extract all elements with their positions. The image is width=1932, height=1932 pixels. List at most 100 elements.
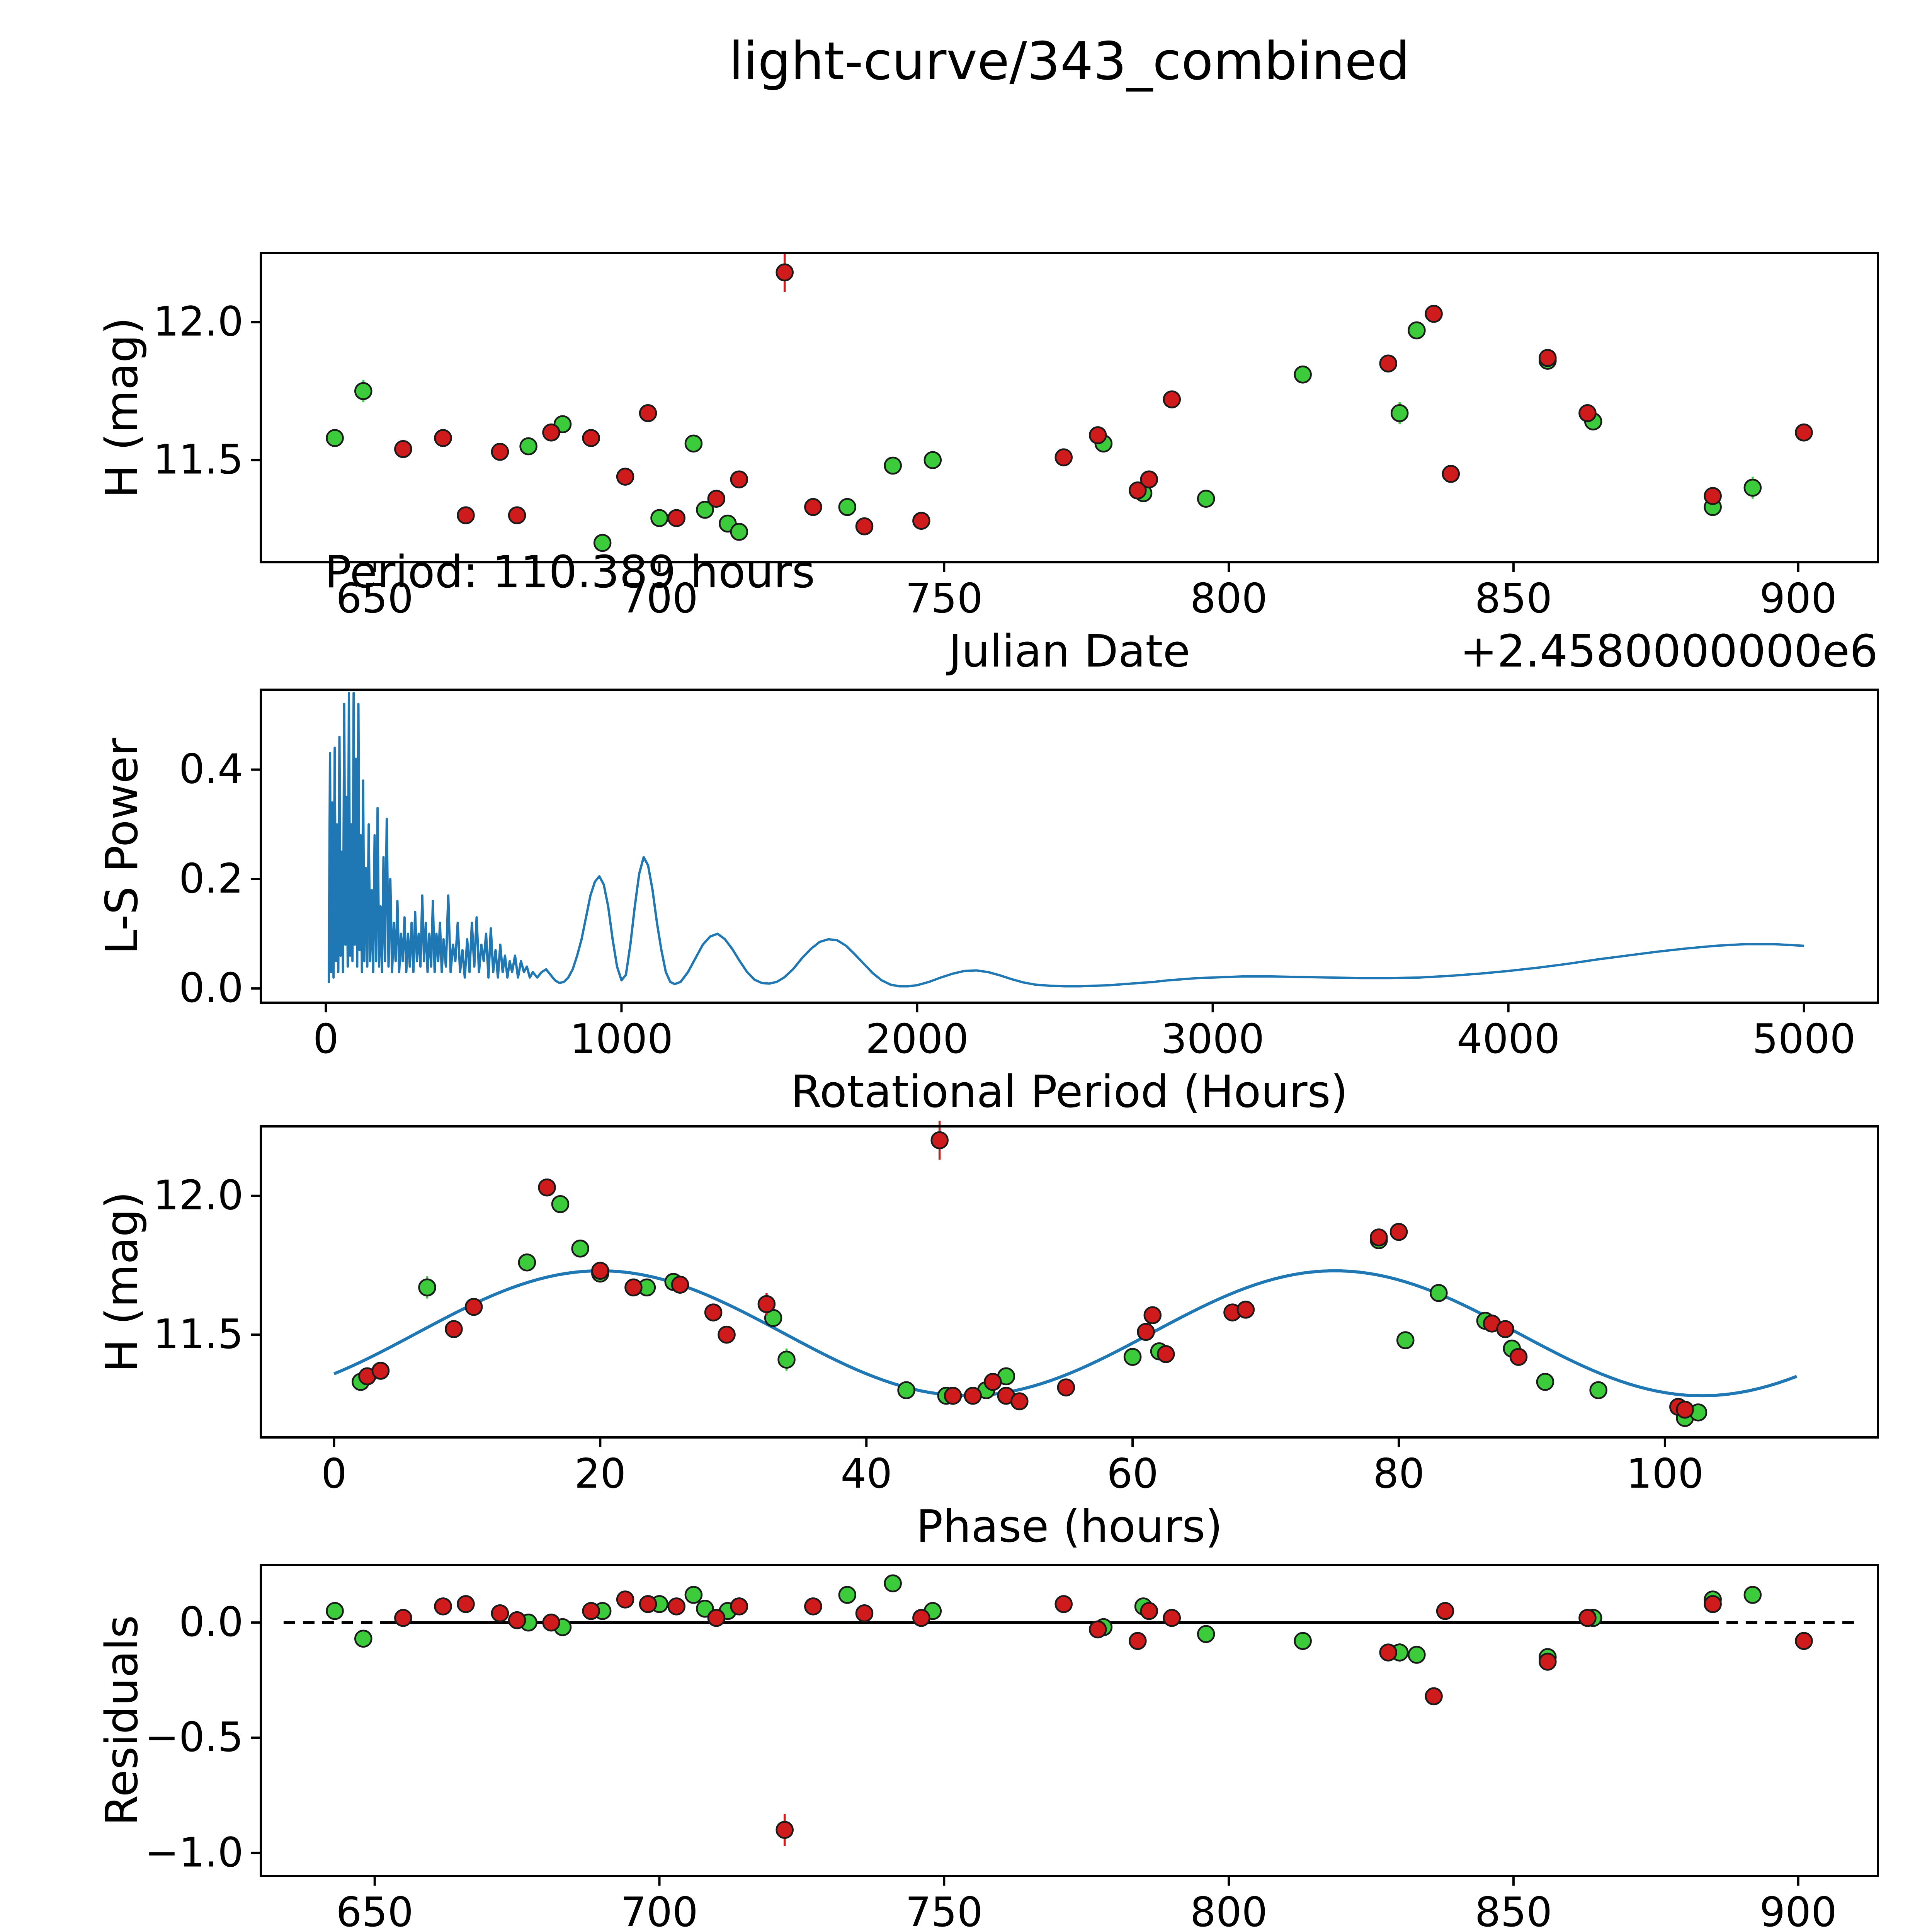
data-point-red (667, 509, 685, 527)
data-point-red (538, 1178, 556, 1197)
data-point-red (1156, 1345, 1175, 1363)
x-tick-label: 750 (905, 575, 983, 622)
data-point-red (1379, 354, 1397, 372)
data-point-red (855, 517, 874, 536)
data-point-green (650, 509, 668, 527)
y-axis-label: L-S Power (96, 738, 148, 955)
data-point-green (684, 434, 703, 453)
data-point-red (1436, 1602, 1454, 1620)
data-point-red (776, 263, 794, 282)
data-point-red (1425, 304, 1443, 323)
y-tick-label: 12.0 (153, 298, 243, 345)
data-point-green (1430, 1284, 1448, 1302)
axes-frame (260, 252, 1879, 563)
y-tick-label: −0.5 (145, 1714, 243, 1761)
y-tick-label: 11.5 (153, 1311, 243, 1358)
data-point-red (1379, 1643, 1397, 1662)
data-point-red (624, 1278, 643, 1297)
data-point-green (838, 498, 857, 516)
data-point-red (1054, 448, 1073, 466)
subplot-phase-folded: 0 20 40 60 80 100 11.5 12.0 Phase (hours) H (mag) (96, 1121, 1879, 1553)
data-point-red (944, 1386, 962, 1405)
x-tick-label: 900 (1759, 1889, 1837, 1932)
x-tick-label: 650 (336, 575, 413, 622)
data-point-red (804, 498, 822, 516)
data-point-red (434, 1597, 452, 1616)
data-point-red (639, 404, 657, 422)
data-point-red (730, 470, 748, 488)
data-point-green (354, 382, 372, 400)
data-point-green (884, 456, 902, 475)
y-tick-label: 11.5 (153, 436, 243, 483)
data-point-red (1129, 481, 1147, 500)
subplot-jd-magnitude: 650 700 750 800 850 900 11.5 12.0 Julian Date H (… (96, 252, 1879, 677)
data-point-red (912, 1609, 930, 1627)
data-point-red (457, 1595, 475, 1613)
data-point-green (684, 1586, 703, 1604)
data-point-red (591, 1262, 609, 1280)
data-point-green (418, 1278, 436, 1297)
x-tick-label: 4000 (1457, 1015, 1560, 1063)
fit-curve (333, 1269, 1798, 1398)
data-point-red (1143, 1306, 1162, 1324)
data-point-red (464, 1298, 483, 1316)
data-point-red (1236, 1301, 1255, 1319)
data-point-red (1704, 487, 1722, 505)
y-axis-label: H (mag) (96, 317, 148, 498)
data-point-green (593, 534, 612, 552)
data-point-red (1676, 1400, 1694, 1419)
y-tick-label: 0.2 (179, 855, 243, 902)
data-point-red (1054, 1595, 1073, 1613)
data-point-red (508, 1611, 526, 1629)
data-point-green (838, 1586, 857, 1604)
data-point-red (616, 468, 634, 486)
data-point-green (897, 1381, 915, 1400)
data-point-red (704, 1303, 723, 1321)
x-tick-label: 5000 (1752, 1015, 1855, 1063)
data-point-red (639, 1595, 657, 1613)
figure-title: light-curve/343_combined (729, 31, 1410, 92)
data-point-red (508, 506, 526, 524)
x-tick-label: 850 (1475, 1889, 1552, 1932)
y-tick-label: 0.4 (179, 746, 243, 793)
data-point-red (1795, 423, 1813, 442)
y-axis-label: Residuals (96, 1615, 148, 1826)
data-point-red (707, 1609, 726, 1627)
data-point-green (730, 523, 748, 541)
periodogram-line (327, 692, 1804, 988)
axes-frame (260, 1125, 1879, 1439)
data-point-red (1140, 470, 1158, 488)
x-tick-label: 100 (1626, 1450, 1704, 1497)
data-point-green (777, 1350, 796, 1369)
data-point-green (1743, 478, 1762, 497)
data-point-red (542, 1613, 560, 1632)
x-tick-label: 900 (1759, 575, 1837, 622)
data-point-red (1163, 390, 1181, 408)
data-point-red (434, 429, 452, 447)
data-point-red (457, 506, 475, 524)
data-point-green (571, 1239, 589, 1258)
data-point-red (1704, 1595, 1722, 1613)
data-point-green (1408, 321, 1426, 340)
data-point-red (1442, 465, 1460, 483)
data-point-red (1578, 1609, 1597, 1627)
subplot-periodogram: 0 1000 2000 3000 4000 5000 0.0 0.2 0.4 Rotational… (96, 689, 1879, 1118)
data-point-red (667, 1597, 685, 1616)
data-point-green (326, 1602, 344, 1620)
data-point-red (1389, 1223, 1408, 1241)
x-axis-label: Julian Date (946, 626, 1190, 677)
data-point-red (1137, 1323, 1155, 1341)
data-point-green (1197, 1625, 1215, 1643)
x-tick-label: 850 (1475, 575, 1552, 622)
data-point-red (1539, 1653, 1557, 1671)
x-tick-label: 3000 (1161, 1015, 1264, 1063)
data-point-red (930, 1131, 949, 1150)
x-tick-label: 800 (1190, 1889, 1267, 1932)
data-point-red (730, 1597, 748, 1616)
data-point-red (1496, 1320, 1514, 1338)
data-point-red (1509, 1348, 1528, 1366)
y-axis-label: H (mag) (96, 1191, 148, 1372)
data-point-red (804, 1597, 822, 1616)
data-point-red (671, 1276, 689, 1294)
